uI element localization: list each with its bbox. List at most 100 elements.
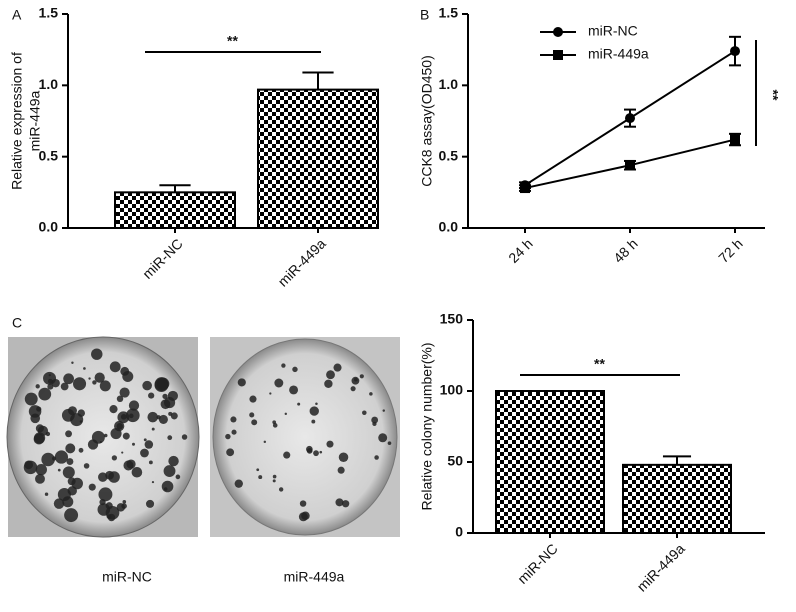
colony: [230, 416, 237, 423]
colony: [326, 370, 335, 380]
colony: [298, 512, 308, 522]
colony: [359, 374, 364, 379]
colony: [154, 378, 169, 393]
colony: [371, 416, 379, 424]
y-tick-label: 0.0: [39, 219, 59, 235]
colony: [319, 450, 323, 454]
colony: [249, 395, 257, 403]
colony: [147, 411, 158, 423]
colony: [337, 466, 345, 474]
colony: [126, 459, 136, 469]
colony: [121, 451, 124, 454]
photo-caption: miR-449a: [284, 569, 345, 585]
colony: [372, 421, 377, 427]
colony: [35, 424, 44, 433]
y-tick-label: 1.0: [439, 76, 459, 92]
colony: [109, 361, 121, 373]
y-axis-label: Relative expression of: [9, 52, 25, 190]
colony: [24, 460, 34, 470]
point: [625, 160, 635, 171]
colony: [342, 500, 350, 508]
point: [520, 183, 530, 194]
colony: [122, 370, 134, 383]
colony: [88, 483, 96, 491]
legend-label: miR-449a: [588, 46, 649, 62]
y-tick-label: 0.0: [439, 219, 459, 235]
colony: [120, 413, 127, 420]
colony: [151, 427, 155, 431]
colony: [162, 393, 168, 400]
colony: [105, 505, 120, 520]
colony: [338, 452, 349, 462]
colony: [292, 366, 298, 373]
photo-caption: miR-NC: [102, 569, 152, 585]
significance: **: [765, 90, 781, 101]
colony: [170, 412, 178, 420]
colony: [167, 435, 173, 441]
colony: [278, 487, 284, 492]
y-tick-label: 1.5: [439, 5, 459, 21]
colony: [269, 392, 272, 395]
colony: [60, 382, 69, 391]
colony: [38, 387, 52, 401]
x-tick-label: 24 h: [505, 235, 536, 266]
y-tick-label: 150: [440, 311, 464, 327]
colony: [143, 438, 147, 442]
legend-label: miR-NC: [588, 23, 638, 39]
colony: [168, 411, 173, 416]
x-tick-label: miR-449a: [634, 540, 688, 594]
colony: [283, 451, 291, 459]
y-axis-label: miR-449a: [27, 90, 43, 151]
colony: [63, 373, 74, 385]
colony: [44, 492, 49, 496]
colony: [114, 420, 125, 432]
colony: [71, 361, 74, 364]
colony: [98, 472, 108, 482]
colony: [249, 412, 255, 418]
colony: [94, 372, 105, 383]
y-tick-label: 0.5: [39, 147, 59, 163]
colony: [251, 419, 258, 426]
colony: [161, 480, 174, 493]
significance: **: [227, 33, 238, 49]
colony: [83, 367, 86, 370]
colony: [109, 405, 118, 414]
colony: [272, 420, 277, 425]
colony: [272, 474, 277, 479]
photo-mir449a: [210, 337, 400, 537]
colony: [91, 348, 103, 360]
colony: [35, 384, 40, 389]
colony: [108, 471, 120, 483]
colony: [103, 433, 108, 438]
colony: [47, 378, 53, 384]
colony: [263, 440, 267, 444]
colony: [79, 420, 83, 423]
colony: [111, 455, 118, 461]
colony: [64, 508, 79, 523]
colony: [163, 465, 176, 477]
y-tick-label: 0.5: [439, 147, 459, 163]
colony: [237, 378, 246, 387]
colony: [289, 385, 299, 395]
colony: [163, 396, 176, 409]
colony: [65, 443, 76, 454]
bar: [622, 463, 732, 534]
colonies: [23, 348, 392, 523]
colony: [281, 363, 286, 368]
colony: [41, 452, 55, 467]
x-tick-label: miR-NC: [514, 540, 561, 587]
x-tick-label: 48 h: [610, 235, 641, 266]
colony: [57, 468, 61, 472]
colony: [24, 392, 38, 406]
colony: [131, 466, 143, 478]
colony: [53, 498, 65, 509]
y-tick-label: 1.5: [39, 5, 59, 21]
colony: [256, 468, 260, 472]
colony: [119, 387, 130, 398]
colony: [306, 445, 313, 453]
colony: [333, 363, 342, 372]
colony: [99, 441, 102, 444]
colony: [99, 380, 111, 392]
colony: [51, 456, 57, 461]
